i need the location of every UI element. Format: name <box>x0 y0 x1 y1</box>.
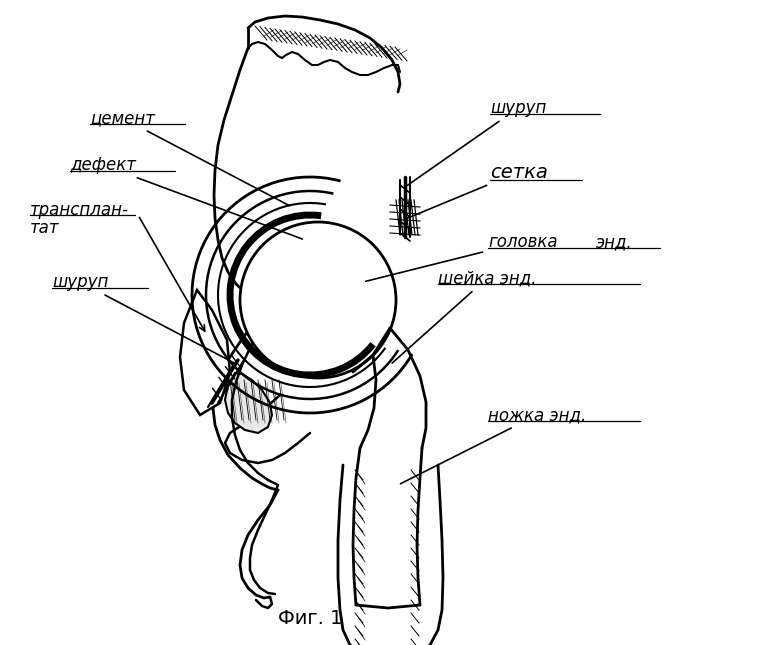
Text: Фиг. 1: Фиг. 1 <box>278 608 342 628</box>
Text: дефект: дефект <box>70 156 303 239</box>
Text: энд.: энд. <box>596 233 633 251</box>
Text: шуруп: шуруп <box>407 99 546 185</box>
Text: ножка энд.: ножка энд. <box>400 406 587 484</box>
Text: сетка: сетка <box>406 163 548 219</box>
Polygon shape <box>180 290 230 415</box>
Text: трансплан-: трансплан- <box>30 201 129 219</box>
Text: шейка энд.: шейка энд. <box>392 269 537 363</box>
Circle shape <box>240 222 396 378</box>
Text: шуруп: шуруп <box>52 273 236 364</box>
Text: цемент: цемент <box>90 109 289 206</box>
Text: головка: головка <box>366 233 558 281</box>
Polygon shape <box>225 373 272 433</box>
Text: тат: тат <box>30 219 59 237</box>
